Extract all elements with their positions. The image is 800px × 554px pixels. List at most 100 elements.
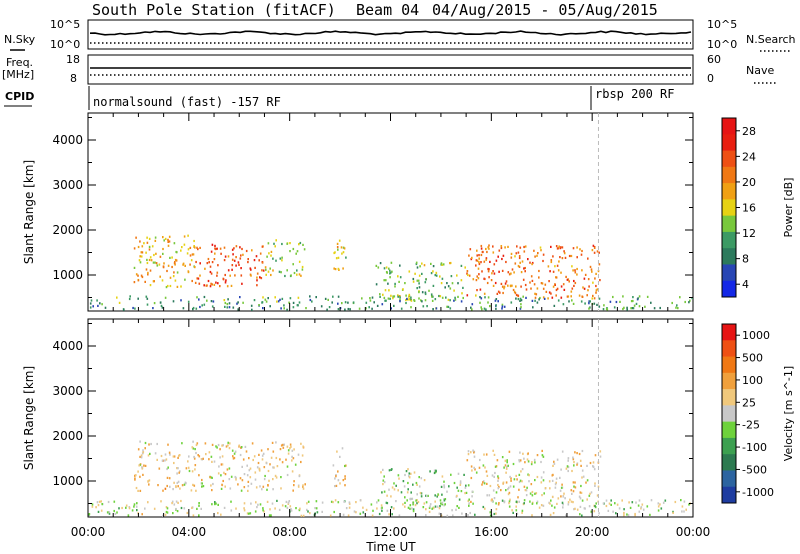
range-cell <box>418 286 421 289</box>
range-cell <box>231 258 234 261</box>
range-cell <box>237 483 239 486</box>
range-cell <box>544 283 547 286</box>
range-cell <box>344 475 346 478</box>
range-cell <box>622 295 624 298</box>
range-cell <box>389 276 391 279</box>
range-cell <box>446 305 448 308</box>
range-cell <box>314 507 316 510</box>
range-cell <box>223 299 226 302</box>
range-cell <box>593 510 596 513</box>
range-cell <box>487 296 490 299</box>
range-cell <box>392 297 394 300</box>
range-cell <box>276 465 279 468</box>
echo-region <box>264 239 306 278</box>
range-cell <box>369 299 372 302</box>
range-cell <box>561 246 564 249</box>
range-cell <box>390 506 393 509</box>
range-cell <box>471 495 473 498</box>
range-cell <box>404 473 406 477</box>
range-cell <box>565 467 568 470</box>
range-cell <box>210 300 213 303</box>
range-cell <box>182 307 185 310</box>
colorbar-tick-label: 500 <box>742 352 763 365</box>
range-cell <box>599 279 601 282</box>
range-cell <box>570 295 572 298</box>
range-cell <box>173 461 175 465</box>
range-cell <box>564 497 566 500</box>
range-cell <box>321 501 324 504</box>
range-cell <box>140 255 143 258</box>
range-cell <box>541 454 544 457</box>
echo-region <box>375 261 466 302</box>
range-cell <box>598 251 600 254</box>
range-cell <box>571 469 573 473</box>
range-cell <box>475 279 478 282</box>
range-cell <box>342 246 345 249</box>
range-cell <box>189 254 192 257</box>
range-cell <box>602 502 605 505</box>
range-cell <box>534 296 537 299</box>
range-cell <box>184 278 186 281</box>
range-cell <box>230 500 232 503</box>
range-cell <box>527 473 529 476</box>
range-cell <box>483 453 485 456</box>
range-cell <box>379 293 381 296</box>
range-cell <box>512 511 514 514</box>
range-cell <box>307 500 310 503</box>
range-cell <box>623 514 625 517</box>
range-cell <box>533 458 536 461</box>
freq-unit: [MHz] <box>2 68 34 81</box>
range-cell <box>326 308 328 311</box>
range-cell <box>301 268 304 271</box>
range-cell <box>390 495 392 498</box>
range-cell <box>263 466 266 469</box>
range-cell <box>375 264 378 267</box>
range-cell <box>261 458 264 461</box>
range-cell <box>131 509 134 512</box>
range-cell <box>551 474 554 477</box>
range-cell <box>519 307 522 310</box>
range-cell <box>173 262 176 265</box>
range-cell <box>452 514 454 517</box>
range-cell <box>410 296 412 299</box>
range-cell <box>192 483 194 486</box>
range-cell <box>588 302 590 305</box>
range-cell <box>500 245 503 248</box>
range-cell <box>296 250 299 253</box>
range-cell <box>662 501 665 504</box>
range-cell <box>574 281 577 285</box>
range-cell <box>178 454 181 457</box>
range-cell <box>187 248 190 251</box>
range-cell <box>490 499 493 502</box>
range-cell <box>638 510 641 513</box>
range-cell <box>299 507 301 510</box>
range-cell <box>589 492 591 495</box>
range-cell <box>380 504 383 507</box>
range-cell <box>471 256 473 259</box>
range-cell <box>628 501 630 504</box>
range-cell <box>345 464 347 467</box>
range-cell <box>411 497 414 500</box>
range-cell <box>430 272 433 275</box>
range-cell <box>495 512 497 515</box>
range-cell <box>235 507 237 510</box>
range-cell <box>257 461 260 465</box>
range-cell <box>280 444 283 447</box>
range-cell <box>466 459 469 462</box>
range-cell <box>198 502 200 505</box>
range-cell <box>559 476 561 479</box>
range-cell <box>193 457 196 460</box>
range-cell <box>597 270 600 273</box>
range-cell <box>406 491 409 494</box>
range-cell <box>191 279 193 283</box>
range-cell <box>415 481 418 485</box>
range-cell <box>480 253 483 257</box>
range-cell <box>379 262 382 265</box>
range-cell <box>467 450 470 453</box>
range-cell <box>570 500 573 503</box>
range-cell <box>514 255 516 258</box>
range-cell <box>215 502 217 505</box>
range-cell <box>226 303 229 306</box>
range-cell <box>511 268 514 271</box>
range-cell <box>173 503 176 506</box>
